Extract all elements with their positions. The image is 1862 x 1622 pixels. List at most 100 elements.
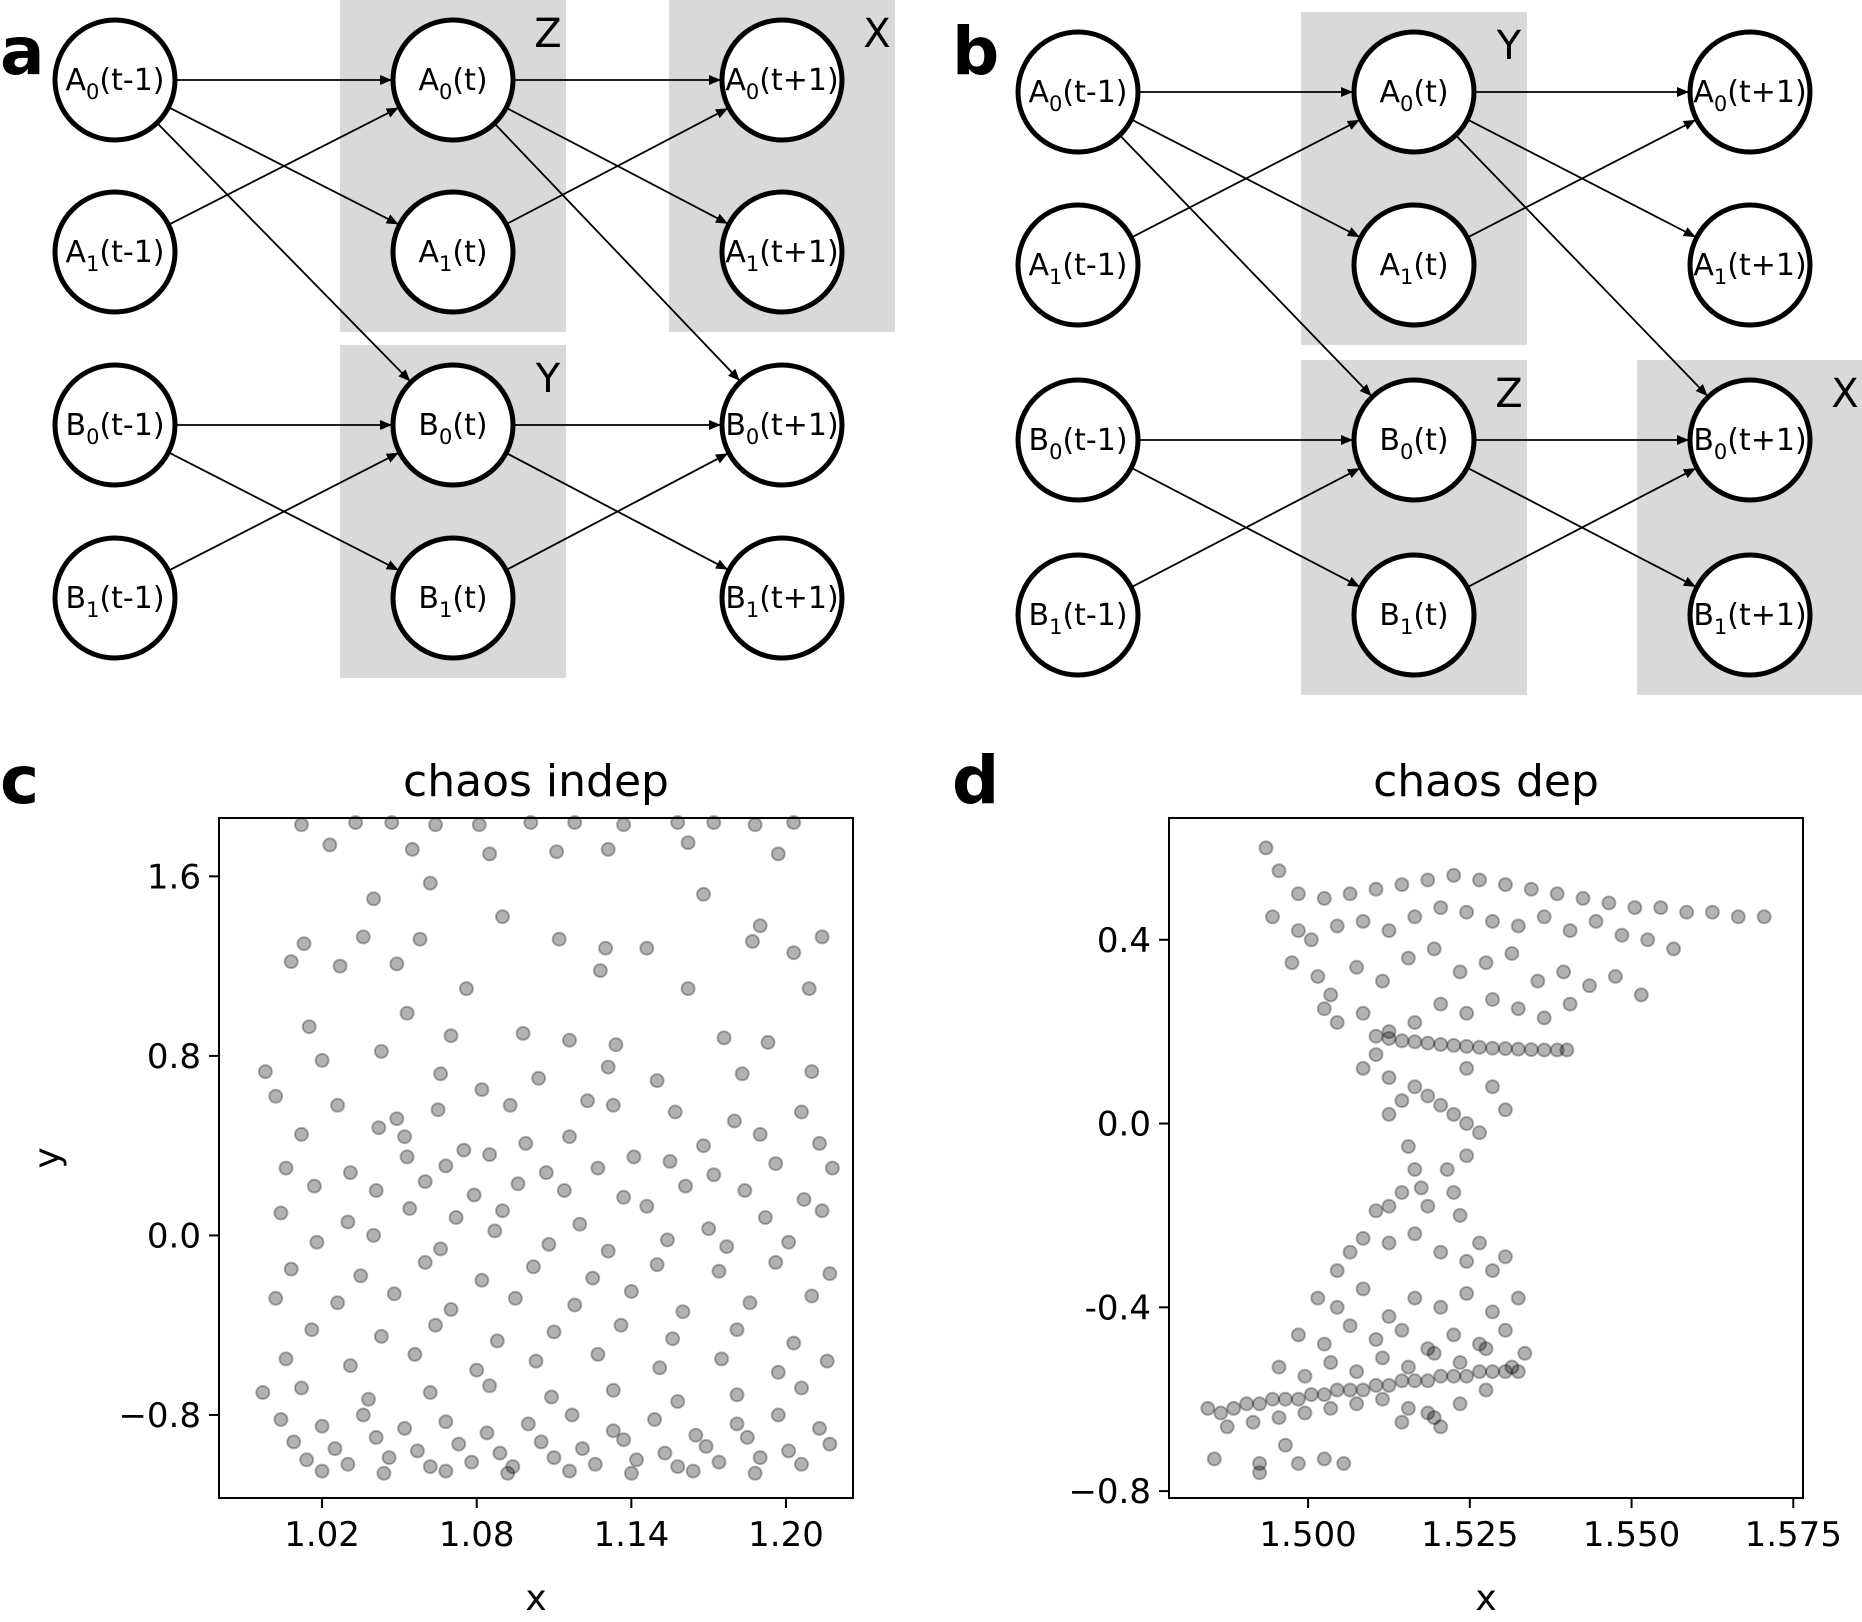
scatter-point bbox=[381, 1450, 397, 1466]
scatter-point bbox=[1252, 1396, 1268, 1412]
scatter-point bbox=[1472, 1336, 1487, 1352]
scatter-point bbox=[487, 1223, 503, 1239]
scatter-point bbox=[294, 1126, 309, 1142]
node-label-B1_t: B1(t) bbox=[418, 581, 487, 622]
scatter-point bbox=[1446, 1368, 1462, 1384]
scatter-point bbox=[1394, 1414, 1410, 1430]
node-B1_tm1 bbox=[52, 535, 178, 661]
scatter-point bbox=[1420, 872, 1436, 888]
scatter-point bbox=[804, 1064, 820, 1080]
scatter-point bbox=[1452, 1207, 1468, 1223]
scatter-point bbox=[1297, 1368, 1313, 1384]
edge-A1_t-to-A0_tp1 bbox=[1466, 119, 1696, 239]
scatter-point bbox=[1407, 1162, 1423, 1177]
scatter-point bbox=[314, 1463, 330, 1479]
panel-letter-b: b bbox=[952, 13, 999, 90]
scatter-point bbox=[729, 1416, 745, 1432]
scatter-points bbox=[255, 815, 840, 1481]
node-B0_t bbox=[390, 362, 516, 488]
scatter-point bbox=[616, 1432, 632, 1448]
scatter-point bbox=[1446, 1037, 1462, 1053]
scatter-point bbox=[1459, 1253, 1475, 1269]
scatter-point bbox=[786, 945, 802, 961]
scatter-point bbox=[580, 1093, 595, 1109]
scatter-point bbox=[273, 1412, 289, 1427]
scatter-point bbox=[1439, 1162, 1455, 1177]
scatter-point bbox=[1485, 913, 1500, 929]
scatter-point bbox=[737, 1183, 753, 1198]
scatter-point bbox=[528, 1353, 544, 1369]
scatter-point bbox=[814, 929, 830, 945]
scatter-point bbox=[428, 1317, 443, 1333]
scatter-point bbox=[1245, 1414, 1261, 1430]
scatter-point bbox=[1510, 1364, 1526, 1380]
x-tick-label: 1.02 bbox=[284, 1515, 360, 1555]
scatter-point bbox=[647, 1412, 663, 1427]
scatter-point bbox=[814, 1203, 830, 1219]
scatter-point bbox=[706, 1167, 722, 1183]
scatter-point bbox=[716, 1030, 732, 1046]
node-subscript: 1 bbox=[1049, 615, 1062, 639]
scatter-point bbox=[1258, 840, 1274, 856]
scatter-point bbox=[1368, 1203, 1384, 1219]
node-time: (t) bbox=[452, 408, 487, 443]
scatter-point bbox=[500, 1465, 516, 1481]
node-A1_tp1 bbox=[1687, 202, 1813, 328]
scatter-point bbox=[1407, 1034, 1423, 1050]
node-label-B0_t: B0(t) bbox=[418, 408, 487, 449]
scatter-point bbox=[438, 1463, 454, 1479]
scatter-point bbox=[1329, 918, 1345, 934]
scatter-point bbox=[1303, 932, 1319, 948]
scatter-point bbox=[1559, 1042, 1575, 1058]
panel-letter-c: c bbox=[0, 742, 39, 819]
scatter-point bbox=[1200, 1400, 1216, 1416]
chart-title: chaos dep bbox=[1373, 756, 1599, 807]
scatter-point bbox=[781, 1443, 797, 1459]
node-label-B0_tp1: B0(t+1) bbox=[725, 408, 838, 449]
scatter-point bbox=[1459, 1060, 1475, 1076]
scatter-point bbox=[1504, 946, 1520, 961]
node-subscript: 0 bbox=[1049, 92, 1062, 116]
scatter-point bbox=[286, 1434, 302, 1450]
scatter-point bbox=[1497, 1322, 1513, 1338]
scatter-point bbox=[1407, 1290, 1423, 1306]
scatter-point bbox=[562, 1032, 577, 1048]
node-B0_tm1 bbox=[1015, 377, 1141, 503]
node-B1_t bbox=[390, 535, 516, 661]
x-tick-label: 1.08 bbox=[439, 1515, 515, 1555]
scatter-point bbox=[1510, 1041, 1526, 1057]
scatter-point bbox=[822, 1436, 838, 1452]
scatter-point bbox=[592, 963, 608, 979]
scatter-point bbox=[1485, 1263, 1500, 1279]
scatter-point bbox=[1433, 900, 1449, 916]
scatter-point bbox=[1329, 1382, 1345, 1398]
scatter-point bbox=[1452, 1355, 1468, 1370]
node-subscript: 1 bbox=[86, 598, 99, 622]
scatter-point bbox=[355, 1407, 371, 1423]
node-base: A bbox=[1693, 75, 1714, 110]
node-base: A bbox=[1379, 75, 1400, 110]
scatter-point bbox=[1213, 1405, 1229, 1421]
scatter-point bbox=[482, 846, 498, 862]
scatter-point bbox=[309, 1234, 325, 1250]
scatter-point bbox=[342, 1165, 358, 1181]
scatter-point bbox=[1329, 1263, 1345, 1279]
scatter-point bbox=[659, 1232, 675, 1248]
scatter-point bbox=[1381, 1198, 1397, 1214]
scatter-point bbox=[726, 1113, 742, 1129]
scatter-point bbox=[1323, 1400, 1339, 1416]
scatter-point bbox=[525, 1259, 541, 1275]
scatter-point bbox=[605, 1423, 621, 1439]
scatter-point bbox=[649, 1257, 665, 1273]
scatter-point bbox=[1485, 992, 1500, 1007]
node-label-B1_tm1: B1(t-1) bbox=[65, 581, 164, 622]
chart-title: chaos indep bbox=[403, 756, 669, 807]
node-A0_tp1 bbox=[719, 17, 845, 143]
scatter-point bbox=[397, 1420, 413, 1436]
scatter-point bbox=[368, 1183, 384, 1198]
scatter-point bbox=[812, 1420, 827, 1436]
scatter-point bbox=[1368, 1047, 1384, 1063]
node-label-A1_tm1: A1(t-1) bbox=[66, 235, 165, 276]
scatter-point bbox=[1510, 1001, 1526, 1017]
scatter-point bbox=[1433, 1244, 1449, 1260]
